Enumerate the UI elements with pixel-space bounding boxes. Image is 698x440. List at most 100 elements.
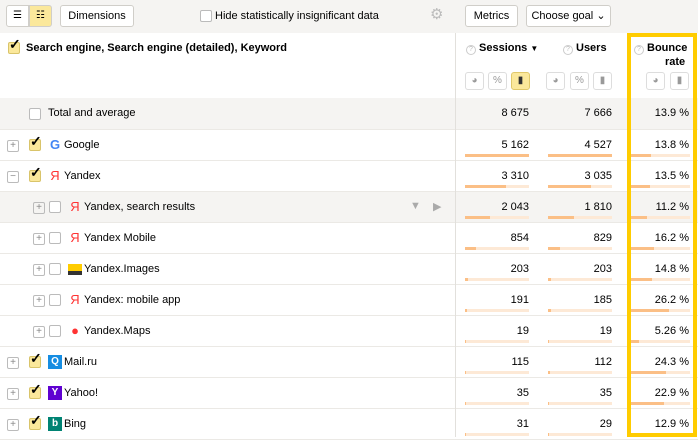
expand-button[interactable]: + bbox=[7, 388, 19, 400]
sort-desc-icon: ▼ bbox=[530, 44, 538, 53]
row-name[interactable]: Yandex.Maps bbox=[84, 325, 150, 337]
play-icon[interactable]: ▶ bbox=[433, 200, 441, 213]
tree-view-button[interactable]: ☷ bbox=[29, 5, 52, 27]
table-row[interactable]: − Я Yandex 3 310 3 035 13.5 % bbox=[0, 161, 698, 192]
pie-chart-icon[interactable]: ◕ bbox=[646, 72, 665, 90]
row-checkbox[interactable] bbox=[29, 170, 41, 182]
bounce-rate-header[interactable]: ?Bounce bbox=[634, 42, 687, 55]
percent-icon[interactable]: % bbox=[570, 72, 589, 90]
row-checkbox[interactable] bbox=[49, 201, 61, 213]
list-view-button[interactable]: ☰ bbox=[6, 5, 29, 27]
choose-goal-dropdown[interactable]: Choose goal ⌄ bbox=[526, 5, 611, 27]
row-checkbox[interactable] bbox=[49, 294, 61, 306]
expand-button[interactable]: + bbox=[33, 326, 45, 338]
select-all-checkbox[interactable] bbox=[8, 42, 20, 54]
row-sessions: 5 162 bbox=[460, 139, 529, 151]
bounce-bar bbox=[631, 185, 690, 188]
bar-chart-icon[interactable]: ▮ bbox=[511, 72, 530, 90]
row-name[interactable]: Google bbox=[64, 139, 99, 151]
sessions-bar bbox=[465, 185, 529, 188]
expand-button[interactable]: + bbox=[7, 140, 19, 152]
row-users: 3 035 bbox=[540, 170, 612, 182]
expand-button[interactable]: + bbox=[33, 233, 45, 245]
pie-chart-icon[interactable]: ◕ bbox=[465, 72, 484, 90]
sessions-bar-fill bbox=[465, 185, 506, 188]
row-name[interactable]: Yandex.Images bbox=[84, 263, 160, 275]
row-name[interactable]: Yahoo! bbox=[64, 387, 98, 399]
google-icon: G bbox=[48, 138, 62, 152]
row-name[interactable]: Yandex Mobile bbox=[84, 232, 156, 244]
hide-insignificant-checkbox[interactable] bbox=[200, 10, 212, 22]
bar-chart-icon[interactable]: ▮ bbox=[670, 72, 689, 90]
sessions-bar bbox=[465, 154, 529, 157]
row-bounce-rate: 13.5 % bbox=[620, 170, 689, 182]
row-name[interactable]: Yandex, search results bbox=[84, 201, 195, 213]
row-users: 185 bbox=[540, 294, 612, 306]
expand-button[interactable]: + bbox=[33, 295, 45, 307]
table-row[interactable]: + Q Mail.ru 115 112 24.3 % bbox=[0, 347, 698, 378]
users-bar-fill bbox=[548, 278, 551, 281]
bounce-bar-fill bbox=[631, 154, 651, 157]
pie-chart-icon[interactable]: ◕ bbox=[546, 72, 565, 90]
percent-icon[interactable]: % bbox=[488, 72, 507, 90]
total-checkbox[interactable] bbox=[29, 108, 41, 120]
table-row[interactable]: + Я Yandex Mobile 854 829 16.2 % bbox=[0, 223, 698, 254]
row-name[interactable]: Yandex bbox=[64, 170, 101, 182]
row-sessions: 191 bbox=[460, 294, 529, 306]
row-users: 4 527 bbox=[540, 139, 612, 151]
bounce-bar bbox=[631, 216, 690, 219]
total-sessions: 8 675 bbox=[460, 107, 529, 119]
row-checkbox[interactable] bbox=[49, 325, 61, 337]
filter-icon[interactable]: ▼ bbox=[410, 200, 421, 212]
row-users: 35 bbox=[540, 387, 612, 399]
sessions-bar-fill bbox=[465, 278, 468, 281]
row-checkbox[interactable] bbox=[29, 387, 41, 399]
row-users: 203 bbox=[540, 263, 612, 275]
table-row[interactable]: + Я Yandex: mobile app 191 185 26.2 % bbox=[0, 285, 698, 316]
sessions-bar bbox=[465, 247, 529, 250]
bounce-bar bbox=[631, 247, 690, 250]
table-row[interactable]: + G Google 5 162 4 527 13.8 % bbox=[0, 130, 698, 161]
yandex-maps-icon: ● bbox=[68, 324, 82, 338]
row-name[interactable]: Bing bbox=[64, 418, 86, 430]
users-bar bbox=[548, 433, 612, 436]
bounce-bar bbox=[631, 433, 690, 436]
chevron-down-icon: ⌄ bbox=[596, 10, 605, 22]
expand-button[interactable]: + bbox=[7, 419, 19, 431]
row-checkbox[interactable] bbox=[49, 232, 61, 244]
expand-button[interactable]: + bbox=[7, 357, 19, 369]
row-name[interactable]: Mail.ru bbox=[64, 356, 97, 368]
row-name[interactable]: Yandex: mobile app bbox=[84, 294, 180, 306]
users-header[interactable]: ?Users bbox=[563, 42, 607, 55]
dimension-title: Search engine, Search engine (detailed),… bbox=[26, 42, 287, 54]
row-checkbox[interactable] bbox=[29, 139, 41, 151]
bounce-bar-fill bbox=[631, 278, 652, 281]
expand-button[interactable]: + bbox=[33, 202, 45, 214]
table-row[interactable]: + Y Yahoo! 35 35 22.9 % bbox=[0, 378, 698, 409]
help-icon[interactable]: ? bbox=[634, 45, 644, 55]
sessions-header[interactable]: ?Sessions ▼ bbox=[466, 42, 538, 55]
sessions-bar bbox=[465, 309, 529, 312]
users-bar bbox=[548, 402, 612, 405]
row-checkbox[interactable] bbox=[29, 418, 41, 430]
expand-button[interactable]: + bbox=[33, 264, 45, 276]
users-bar bbox=[548, 216, 612, 219]
table-row[interactable]: + ● Yandex.Maps 19 19 5.26 % bbox=[0, 316, 698, 347]
dimensions-button[interactable]: Dimensions bbox=[60, 5, 134, 27]
bar-chart-icon[interactable]: ▮ bbox=[593, 72, 612, 90]
table-row[interactable]: + Я Yandex, search results ▼▶ 2 043 1 81… bbox=[0, 192, 698, 223]
help-icon[interactable]: ? bbox=[466, 45, 476, 55]
collapse-button[interactable]: − bbox=[7, 171, 19, 183]
bounce-bar-fill bbox=[631, 247, 654, 250]
sessions-bar bbox=[465, 278, 529, 281]
row-checkbox[interactable] bbox=[29, 356, 41, 368]
row-checkbox[interactable] bbox=[49, 263, 61, 275]
table-row[interactable]: + Yandex.Images 203 203 14.8 % bbox=[0, 254, 698, 285]
table-row[interactable]: + b Bing 31 29 12.9 % bbox=[0, 409, 698, 440]
help-icon[interactable]: ? bbox=[563, 45, 573, 55]
gear-icon[interactable]: ⚙ bbox=[430, 6, 443, 24]
sessions-bar bbox=[465, 402, 529, 405]
row-sessions: 203 bbox=[460, 263, 529, 275]
metrics-button[interactable]: Metrics bbox=[465, 5, 518, 27]
bounce-bar bbox=[631, 154, 690, 157]
